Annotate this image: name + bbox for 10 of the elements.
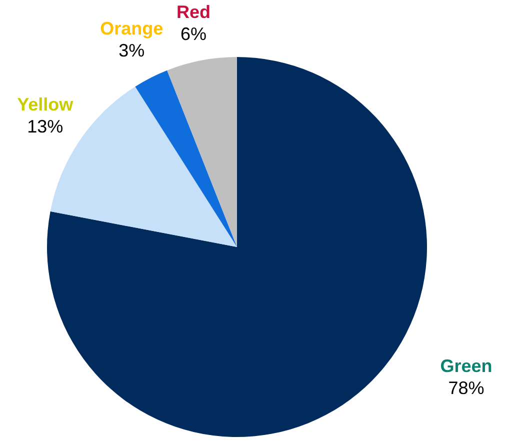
data-label: 78% <box>448 378 484 398</box>
data-label: 6% <box>180 24 207 44</box>
pie-slice <box>167 57 237 247</box>
slice-label: Orange <box>100 18 164 38</box>
slice-label: Red <box>176 2 211 22</box>
pie-slice <box>135 70 237 247</box>
slice-label: Yellow <box>17 94 74 115</box>
data-label: 3% <box>118 40 145 60</box>
slice-label: Green <box>440 356 492 376</box>
data-label: 13% <box>27 116 64 137</box>
